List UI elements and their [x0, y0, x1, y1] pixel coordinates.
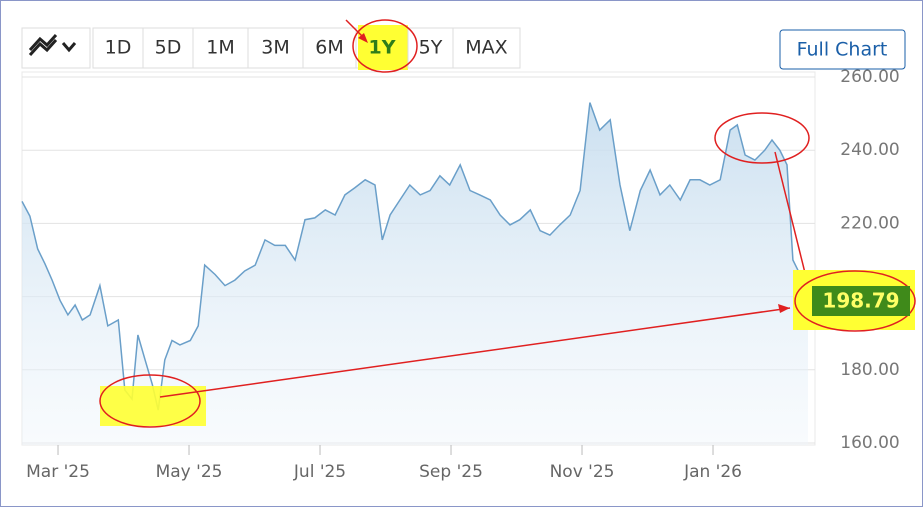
- range-button[interactable]: [407, 27, 454, 69]
- last-price: 198.79: [822, 289, 899, 313]
- chart-type-icon: [28, 33, 58, 57]
- x-tick-label: Jul '25: [293, 462, 346, 482]
- dropdown-icon: [61, 42, 77, 53]
- range-label: 1M: [206, 37, 234, 59]
- highlight: [358, 25, 408, 70]
- x-tick-label: Nov '25: [550, 462, 615, 482]
- range-label: MAX: [465, 37, 507, 59]
- range-label: 5D: [155, 37, 182, 59]
- annotation-circle: [99, 374, 201, 428]
- full-chart-button[interactable]: [779, 29, 906, 70]
- range-label: 5Y: [419, 37, 443, 59]
- annotation-circle: [714, 112, 810, 164]
- annotation-arrow: [159, 307, 791, 398]
- range-button[interactable]: [247, 27, 304, 69]
- annotation-circle: [352, 19, 418, 73]
- arrowhead: [358, 33, 368, 43]
- annotation-arrow: [774, 151, 809, 286]
- y-tick-label: 220.00: [840, 213, 899, 233]
- arrowhead: [778, 304, 790, 313]
- x-tick-label: May '25: [156, 462, 223, 482]
- range-button[interactable]: [452, 27, 521, 69]
- x-tick-label: Mar '25: [26, 462, 90, 482]
- last-price-tag: [812, 286, 910, 316]
- range-button[interactable]: [302, 27, 357, 69]
- range-label: 3M: [261, 37, 289, 59]
- range-label: 1D: [105, 37, 132, 59]
- range-button[interactable]: [92, 27, 144, 69]
- y-tick-label: 260.00: [840, 67, 899, 87]
- x-tick-label: Jan '26: [683, 462, 742, 482]
- y-tick-label: 180.00: [840, 360, 899, 380]
- range-button[interactable]: [142, 27, 194, 69]
- range-label: 1Y: [369, 37, 396, 59]
- range-button[interactable]: [192, 27, 249, 69]
- area: [22, 102, 808, 445]
- annotation-circle: [794, 270, 916, 332]
- price-line: [21, 102, 809, 411]
- y-tick-label: 240.00: [840, 140, 899, 160]
- full-chart-label: Full Chart: [797, 39, 888, 61]
- range-label: 6M: [315, 37, 343, 59]
- y-tick-label: 160.00: [840, 433, 899, 453]
- x-tick-label: Sep '25: [419, 462, 483, 482]
